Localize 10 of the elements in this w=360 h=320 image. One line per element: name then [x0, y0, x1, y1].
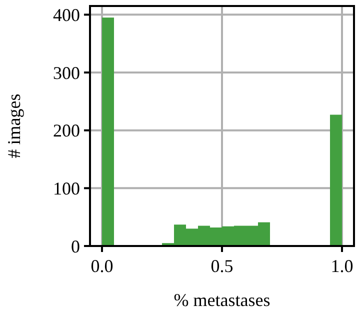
- y-tick-label: 200: [53, 120, 80, 141]
- x-tick-label: 1.0: [330, 256, 354, 276]
- y-tick-label: 300: [53, 62, 80, 83]
- y-tick-label: 0: [71, 236, 80, 256]
- x-axis-title: % metastases: [174, 290, 270, 310]
- y-tick-label: 400: [53, 4, 80, 25]
- y-tick-label: 100: [53, 178, 80, 198]
- x-tick-label: 0.0: [90, 256, 114, 276]
- x-tick-label: 0.5: [210, 256, 234, 276]
- y-axis-title: # images: [4, 94, 24, 158]
